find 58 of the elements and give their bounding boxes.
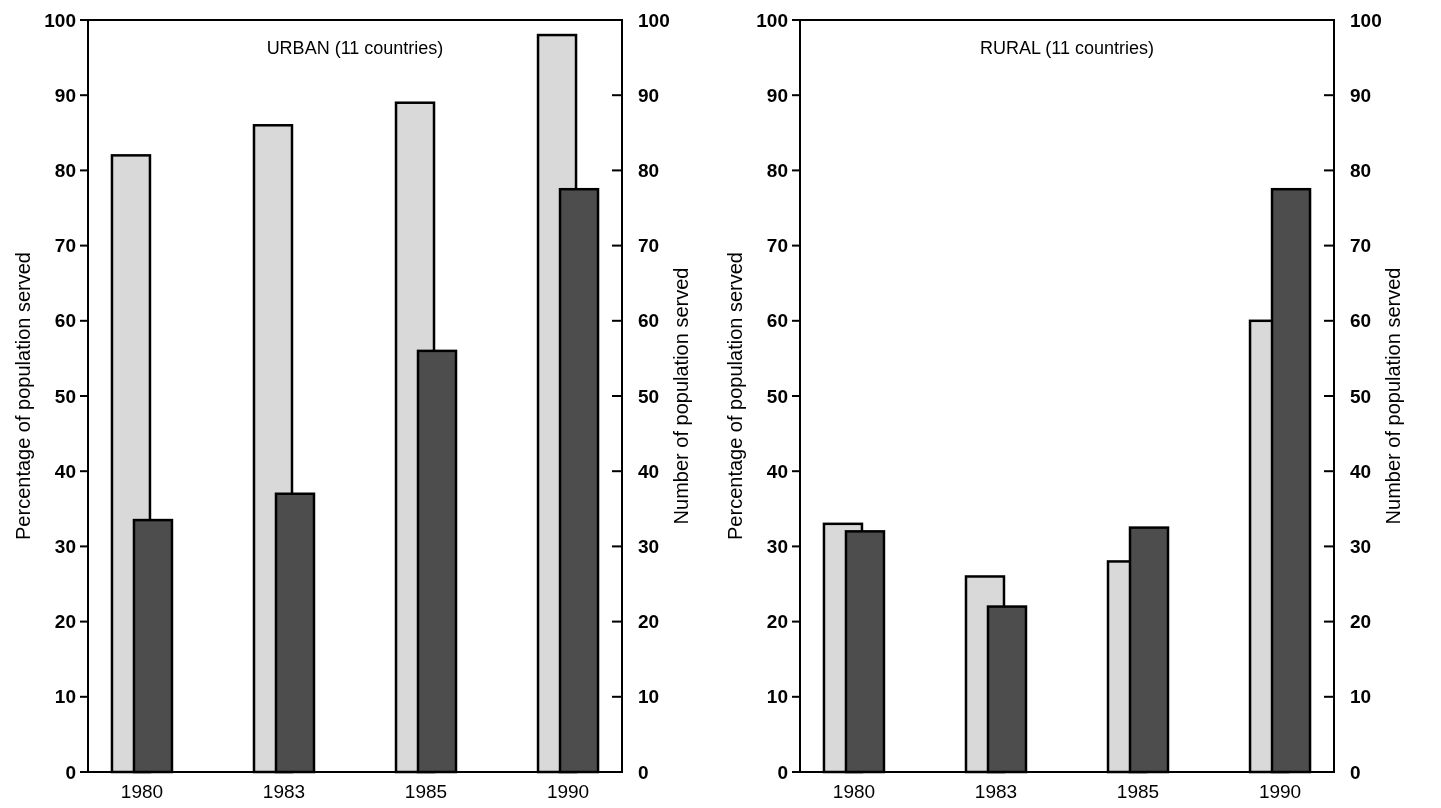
y2-axis-title: Number of population served (670, 267, 692, 525)
y-tick-label: 50 (766, 385, 788, 407)
text: URBAN (11 countries) (266, 38, 444, 58)
y2-tick-label: 90 (638, 84, 660, 106)
y2-tick-label: 20 (638, 611, 660, 633)
text: RURAL (11 countries) (979, 38, 1155, 58)
y2-tick-label: 40 (638, 460, 660, 482)
x-tick-label: 1980 (120, 781, 164, 802)
y-tick-label: 10 (54, 686, 76, 708)
y2-tick-label: 10 (638, 686, 660, 708)
y2-tick-label: 80 (638, 160, 660, 182)
y2-tick-label: 0 (638, 761, 649, 783)
y-tick-label: 20 (54, 611, 76, 633)
y-axis-title: Percentage of population served (12, 252, 34, 540)
y-tick-label: 40 (54, 460, 76, 482)
y2-axis-title: Number of population served (1382, 267, 1404, 525)
y-tick-label: 10 (766, 686, 788, 708)
y2-tick-label: 50 (638, 385, 660, 407)
y2-tick-label: 30 (638, 536, 660, 558)
y2-tick-label: 80 (1350, 160, 1372, 182)
x-tick-label: 1980 (832, 781, 876, 802)
y2-tick-label: 70 (1350, 235, 1372, 257)
y2-tick-label: 30 (1350, 536, 1372, 558)
y2-tick-label: 50 (1350, 385, 1372, 407)
y2-tick-label: 20 (1350, 611, 1372, 633)
y-tick-label: 90 (766, 84, 788, 106)
y-tick-label: 100 (756, 9, 788, 31)
y-tick-label: 60 (54, 310, 76, 332)
y-tick-label: 20 (766, 611, 788, 633)
y2-tick-label: 100 (638, 9, 670, 31)
y-tick-label: 100 (44, 9, 76, 31)
y-tick-label: 0 (777, 761, 788, 783)
x-tick-label: 1983 (974, 781, 1018, 802)
y2-tick-label: 90 (1350, 84, 1372, 106)
y2-tick-label: 10 (1350, 686, 1372, 708)
x-tick-label: 1985 (1116, 781, 1160, 802)
y2-tick-label: 60 (638, 310, 660, 332)
y2-tick-label: 100 (1350, 9, 1382, 31)
y2-tick-label: 70 (638, 235, 660, 257)
y-tick-label: 90 (54, 84, 76, 106)
x-tick-label: 1990 (1258, 781, 1302, 802)
y-tick-label: 70 (766, 235, 788, 257)
y2-tick-label: 0 (1350, 761, 1361, 783)
y-axis-title: Percentage of population served (724, 252, 746, 540)
y-tick-label: 70 (54, 235, 76, 257)
y2-tick-label: 40 (1350, 460, 1372, 482)
y-tick-label: 0 (65, 761, 76, 783)
y-tick-label: 30 (766, 536, 788, 558)
y-tick-label: 60 (766, 310, 788, 332)
x-tick-label: 1983 (262, 781, 306, 802)
y2-tick-label: 60 (1350, 310, 1372, 332)
y-tick-label: 50 (54, 385, 76, 407)
x-tick-label: 1985 (404, 781, 448, 802)
y-tick-label: 30 (54, 536, 76, 558)
y-tick-label: 80 (54, 160, 76, 182)
y-tick-label: 40 (766, 460, 788, 482)
y-tick-label: 80 (766, 160, 788, 182)
x-tick-label: 1990 (546, 781, 590, 802)
